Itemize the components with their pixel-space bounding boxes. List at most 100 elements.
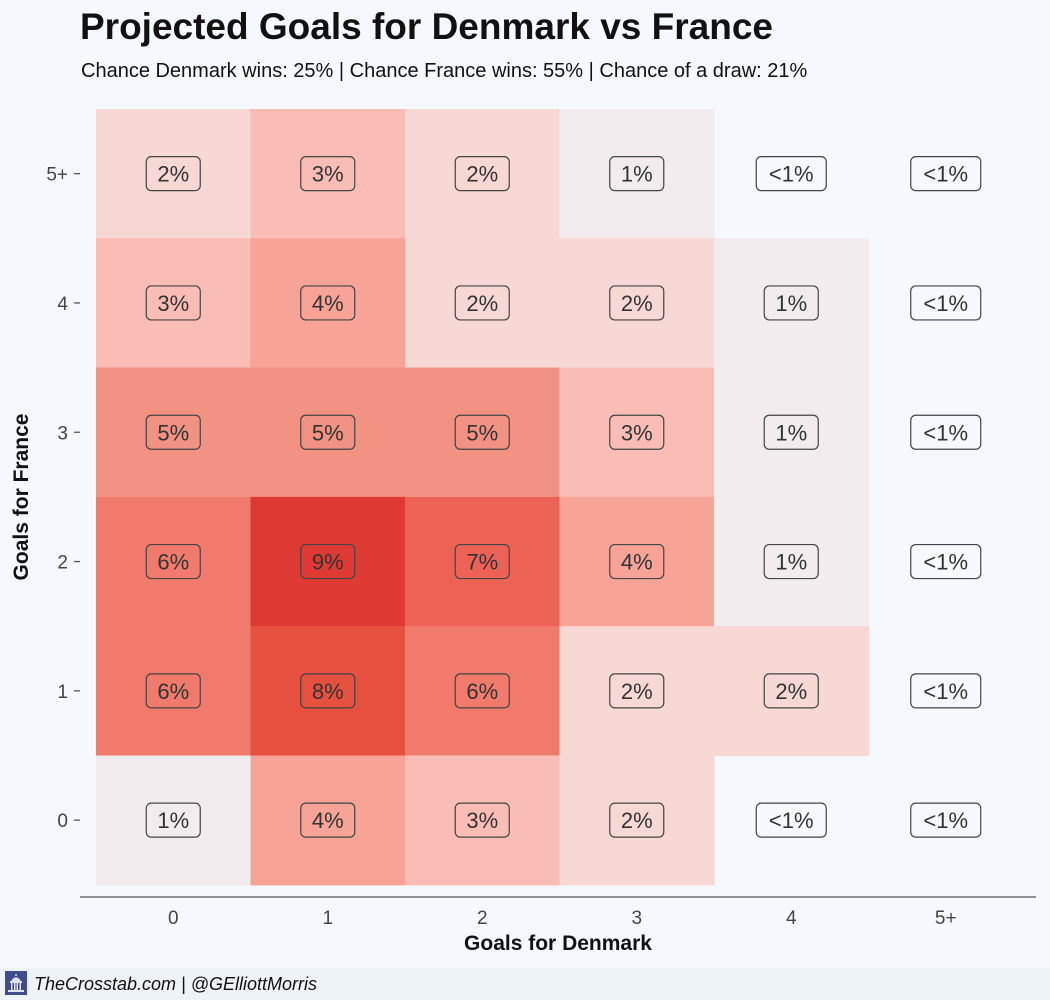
cell-label-box: [763, 414, 819, 450]
heatmap-cell: [250, 755, 406, 886]
x-tick-label: 2: [477, 908, 488, 929]
cell-label: 4%: [312, 808, 344, 833]
cell-label-box: [145, 285, 201, 321]
cell-label: <1%: [923, 808, 968, 833]
cell-label: <1%: [769, 162, 814, 187]
cell-label-box: [454, 543, 510, 580]
cell-label-box: [300, 543, 356, 580]
cell-label: 2%: [621, 808, 653, 833]
cell-label: 2%: [466, 162, 498, 187]
heatmap-cell: [405, 496, 561, 627]
cell-label: <1%: [923, 679, 968, 704]
cell-label: 4%: [312, 291, 344, 316]
cell-label: 2%: [466, 291, 498, 316]
cell-label-box: [755, 802, 827, 838]
chart-subtitle: Chance Denmark wins: 25% | Chance France…: [81, 60, 808, 82]
heatmap-cell: [714, 367, 870, 498]
cell-label: 2%: [157, 162, 189, 187]
x-tick-label: 4: [786, 908, 797, 929]
cell-label: 3%: [157, 291, 189, 316]
cell-label-box: [454, 285, 510, 321]
cell-label: 5%: [312, 420, 344, 445]
cell-label-box: [763, 285, 819, 321]
y-tick-label: 2: [57, 553, 68, 574]
cell-label: 6%: [157, 550, 189, 575]
cell-label-box: [609, 543, 665, 580]
cell-label-box: [300, 156, 356, 192]
cell-label: 2%: [775, 679, 807, 704]
cell-label: <1%: [923, 550, 968, 575]
heatmap-cell-labels: 2% 3% 2% 1% <1% <1% 3% 4% 2% 2% 1% <1% 5% 5% 5% 3% 1% <1%…: [145, 156, 982, 838]
heatmap-cell: [96, 238, 252, 369]
heatmap-cell: [405, 626, 561, 757]
heatmap-cell: [559, 109, 715, 239]
cell-label-box: [910, 285, 982, 321]
cell-label-box: [454, 802, 510, 838]
cell-label: 8%: [312, 679, 344, 704]
heatmap-cell: [405, 367, 561, 498]
cell-label-box: [755, 156, 827, 192]
heatmap-cell: [250, 238, 406, 369]
cell-label: 1%: [775, 550, 807, 575]
heatmap-cell: [96, 626, 252, 757]
y-tick-label: 0: [57, 811, 68, 832]
cell-label-box: [910, 414, 982, 450]
heatmap-cell: [559, 496, 715, 627]
cell-label-box: [145, 543, 201, 580]
cell-label-box: [454, 414, 510, 450]
y-tick-label: 3: [57, 423, 68, 444]
cell-label: 3%: [466, 808, 498, 833]
heatmap-cell: [250, 626, 406, 757]
cell-label-box: [609, 414, 665, 450]
footer-credit: TheCrosstab.com | @GElliottMorris: [34, 974, 318, 994]
y-tick-label: 1: [57, 682, 68, 703]
cell-label-box: [145, 802, 201, 838]
heatmap-cell: [96, 367, 252, 498]
cell-label: <1%: [769, 808, 814, 833]
cell-label: <1%: [923, 291, 968, 316]
cell-label: <1%: [923, 420, 968, 445]
cell-label: 6%: [466, 679, 498, 704]
heatmap-cell: [714, 496, 870, 627]
cell-label-box: [454, 156, 510, 192]
x-tick-label: 3: [631, 908, 642, 929]
cell-label-box: [609, 156, 665, 192]
heatmap-cell: [250, 109, 406, 239]
x-axis-label: Goals for Denmark: [464, 932, 652, 955]
heatmap-cell: [559, 367, 715, 498]
cell-label-box: [145, 156, 201, 192]
chart-title: Projected Goals for Denmark vs France: [80, 6, 773, 47]
cell-label: 9%: [312, 550, 344, 575]
heatmap-cells: [96, 109, 870, 886]
cell-label-box: [145, 673, 201, 709]
heatmap-cell: [250, 496, 406, 627]
cell-label-box: [609, 285, 665, 321]
cell-label-box: [300, 414, 356, 450]
cell-label-box: [609, 673, 665, 709]
cell-label-box: [910, 156, 982, 192]
heatmap-cell: [405, 755, 561, 886]
cell-label-box: [609, 802, 665, 838]
heatmap-cell: [405, 109, 561, 239]
cell-label: 2%: [621, 679, 653, 704]
y-axis-label: Goals for France: [10, 413, 33, 581]
heatmap-cell: [96, 496, 252, 627]
heatmap-axes: 0 1 2 3 4 5+ 0 1 2 3 4 5+: [46, 165, 1036, 929]
x-tick-label: 1: [322, 908, 333, 929]
heatmap-cell: [559, 755, 715, 886]
cell-label: 2%: [621, 291, 653, 316]
heatmap-cell: [559, 238, 715, 369]
cell-label: 4%: [621, 550, 653, 575]
cell-label: <1%: [923, 162, 968, 187]
heatmap-cell: [714, 238, 870, 369]
cell-label-box: [910, 802, 982, 838]
cell-label: 5%: [466, 420, 498, 445]
heatmap-cell: [96, 755, 252, 886]
cell-label: 1%: [157, 808, 189, 833]
cell-label: 7%: [466, 550, 498, 575]
cell-label: 1%: [621, 162, 653, 187]
cell-label: 3%: [312, 162, 344, 187]
cell-label-box: [910, 673, 982, 709]
cell-label: 6%: [157, 679, 189, 704]
